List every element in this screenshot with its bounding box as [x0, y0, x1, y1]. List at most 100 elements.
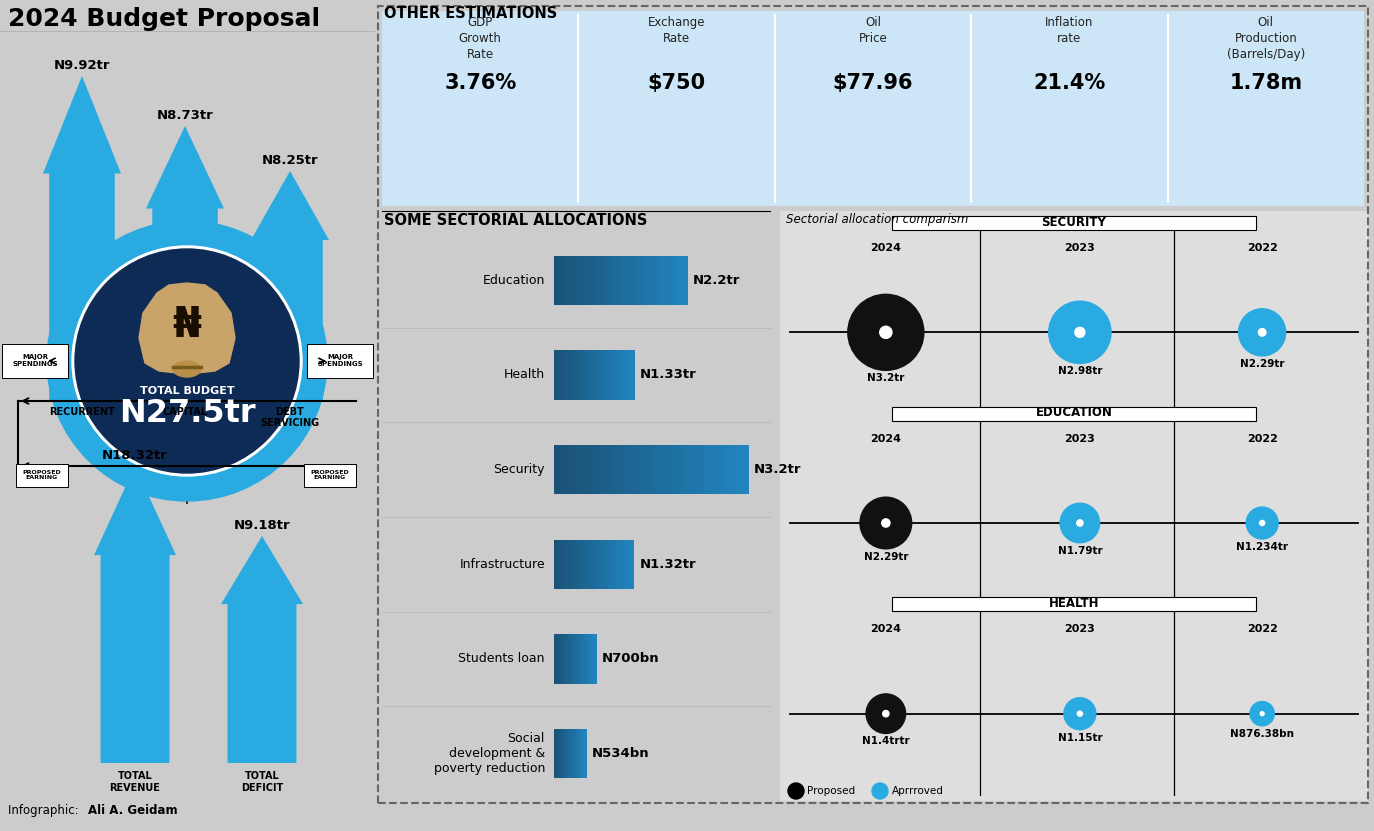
Bar	[600, 351, 603, 400]
Bar	[554, 351, 556, 400]
Bar	[565, 634, 567, 684]
Bar	[616, 351, 618, 400]
Bar	[558, 256, 563, 305]
Bar	[780, 211, 1369, 801]
Text: RECURRENT: RECURRENT	[49, 407, 115, 417]
Bar	[589, 634, 591, 684]
Bar	[576, 351, 578, 400]
Circle shape	[860, 497, 912, 548]
Text: ₦: ₦	[173, 304, 202, 346]
Circle shape	[1246, 507, 1278, 539]
Text: 2022: 2022	[1246, 243, 1278, 253]
Text: Social
development &
poverty reduction: Social development & poverty reduction	[434, 732, 545, 775]
Circle shape	[1061, 504, 1099, 543]
Text: 2022: 2022	[1246, 624, 1278, 634]
Bar	[617, 256, 621, 305]
Bar	[567, 351, 570, 400]
Polygon shape	[146, 126, 224, 401]
Bar	[594, 539, 596, 589]
Text: N1.32tr: N1.32tr	[639, 558, 697, 571]
Text: N1.234tr: N1.234tr	[1237, 542, 1289, 552]
Bar	[613, 351, 616, 400]
Bar	[581, 351, 584, 400]
Bar	[621, 351, 624, 400]
Ellipse shape	[173, 361, 201, 377]
Bar	[576, 634, 577, 684]
Text: N700bn: N700bn	[602, 652, 660, 666]
Bar	[567, 539, 570, 589]
Bar	[567, 445, 573, 494]
Bar	[565, 351, 567, 400]
Bar	[632, 445, 639, 494]
Circle shape	[882, 711, 889, 717]
Bar	[563, 256, 567, 305]
Text: EDUCATION: EDUCATION	[1036, 406, 1113, 419]
FancyBboxPatch shape	[892, 406, 1256, 420]
Text: TOTAL
REVENUE: TOTAL REVENUE	[110, 771, 161, 793]
Text: Health: Health	[504, 368, 545, 381]
Circle shape	[1260, 711, 1264, 715]
Bar	[627, 351, 629, 400]
Bar	[649, 256, 653, 305]
Text: N9.92tr: N9.92tr	[54, 59, 110, 72]
Bar	[591, 634, 592, 684]
Text: Education: Education	[482, 274, 545, 287]
Bar	[573, 539, 576, 589]
Bar	[554, 539, 556, 589]
Circle shape	[872, 783, 888, 799]
Text: GDP
Growth
Rate: GDP Growth Rate	[459, 16, 502, 61]
Text: Oil
Production
(Barrels/Day): Oil Production (Barrels/Day)	[1227, 16, 1305, 61]
Text: $750: $750	[647, 73, 706, 93]
Bar	[562, 539, 565, 589]
Bar	[572, 634, 573, 684]
Bar	[716, 445, 723, 494]
Bar	[581, 256, 585, 305]
Bar	[677, 445, 684, 494]
Bar	[592, 351, 595, 400]
Bar	[559, 634, 561, 684]
Text: SOME SECTORIAL ALLOCATIONS: SOME SECTORIAL ALLOCATIONS	[383, 213, 647, 228]
Text: HEALTH: HEALTH	[1048, 597, 1099, 610]
Bar	[639, 256, 643, 305]
Bar	[595, 634, 596, 684]
Bar	[607, 256, 611, 305]
Circle shape	[789, 783, 804, 799]
Text: Exchange
Rate: Exchange Rate	[649, 16, 705, 45]
Bar	[574, 634, 576, 684]
Bar	[742, 445, 749, 494]
Circle shape	[882, 519, 890, 527]
Bar	[573, 351, 576, 400]
Bar	[618, 351, 621, 400]
Bar	[620, 445, 625, 494]
Text: N8.25tr: N8.25tr	[261, 154, 319, 167]
Bar	[594, 445, 599, 494]
Bar	[592, 539, 594, 589]
Bar	[589, 351, 592, 400]
Bar	[572, 256, 576, 305]
Text: MAJOR
SPENDINGS: MAJOR SPENDINGS	[317, 355, 363, 367]
Text: SECURITY: SECURITY	[1041, 215, 1106, 229]
Text: N2.29tr: N2.29tr	[1239, 359, 1285, 369]
Bar	[563, 634, 565, 684]
Text: N1.33tr: N1.33tr	[640, 368, 697, 381]
Circle shape	[1259, 328, 1265, 336]
Bar	[585, 634, 587, 684]
Bar	[559, 539, 562, 589]
Bar	[584, 351, 587, 400]
Bar	[697, 445, 703, 494]
Bar	[657, 256, 661, 305]
Bar	[555, 634, 556, 684]
Bar	[589, 539, 592, 589]
Bar	[554, 256, 558, 305]
Bar	[609, 351, 610, 400]
Text: N2.29tr: N2.29tr	[864, 552, 908, 562]
Bar	[644, 445, 651, 494]
Text: N2.2tr: N2.2tr	[692, 274, 741, 287]
Bar	[629, 539, 632, 589]
Bar	[665, 445, 671, 494]
Bar	[570, 351, 573, 400]
Bar	[581, 634, 583, 684]
Bar	[624, 539, 627, 589]
Bar	[573, 445, 580, 494]
Text: N9.18tr: N9.18tr	[234, 519, 290, 532]
